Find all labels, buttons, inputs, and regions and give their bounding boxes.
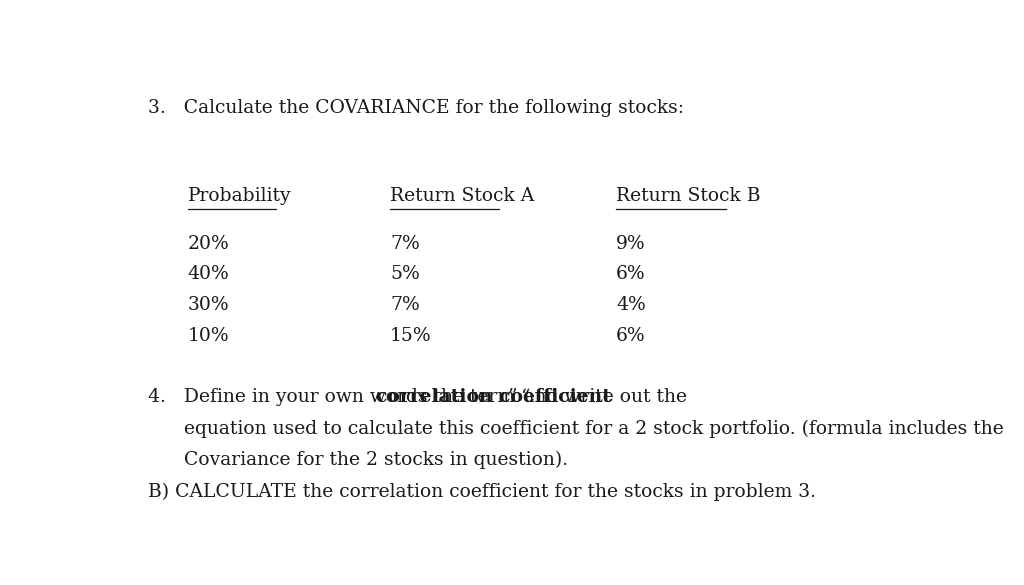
Text: 9%: 9% (616, 235, 646, 253)
Text: 40%: 40% (187, 265, 229, 283)
Text: 7%: 7% (390, 296, 420, 314)
Text: Covariance for the 2 stocks in question).: Covariance for the 2 stocks in question)… (147, 451, 568, 469)
Text: Return Stock B: Return Stock B (616, 187, 761, 205)
Text: B) CALCULATE the correlation coefficient for the stocks in problem 3.: B) CALCULATE the correlation coefficient… (147, 483, 816, 501)
Text: 3.   Calculate the COVARIANCE for the following stocks:: 3. Calculate the COVARIANCE for the foll… (147, 99, 684, 118)
Text: 10%: 10% (187, 326, 229, 345)
Text: 6%: 6% (616, 265, 646, 283)
Text: Return Stock A: Return Stock A (390, 187, 535, 205)
Text: correlation coefficient: correlation coefficient (377, 388, 611, 406)
Text: 15%: 15% (390, 326, 431, 345)
Text: equation used to calculate this coefficient for a 2 stock portfolio. (formula in: equation used to calculate this coeffici… (147, 419, 1004, 438)
Text: ” and write out the: ” and write out the (508, 388, 687, 406)
Text: 5%: 5% (390, 265, 420, 283)
Text: 6%: 6% (616, 326, 646, 345)
Text: Probability: Probability (187, 187, 291, 205)
Text: 4%: 4% (616, 296, 646, 314)
Text: 30%: 30% (187, 296, 229, 314)
Text: 7%: 7% (390, 235, 420, 253)
Text: 4.   Define in your own words the term “: 4. Define in your own words the term “ (147, 388, 530, 406)
Text: 20%: 20% (187, 235, 229, 253)
